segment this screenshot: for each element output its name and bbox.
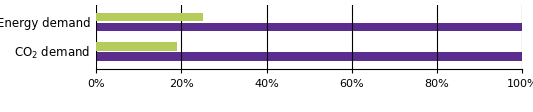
Bar [96, 43, 177, 51]
Legend: with geosynthetics, without geosynthetics: with geosynthetics, without geosynthetic… [185, 108, 476, 112]
Bar [96, 14, 203, 22]
Bar [96, 24, 522, 32]
Bar [96, 53, 522, 61]
